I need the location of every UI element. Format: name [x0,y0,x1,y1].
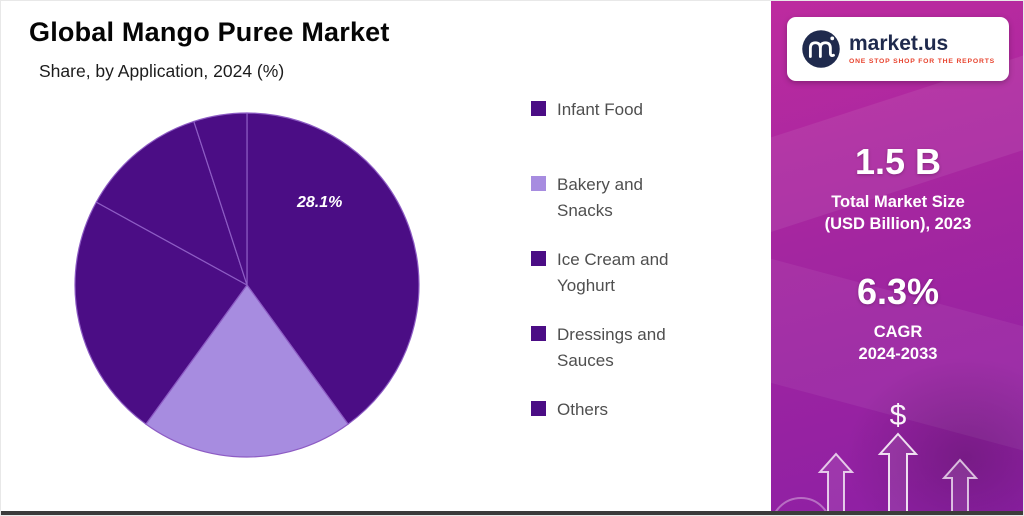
legend-swatch [531,251,546,266]
stat-cagr: 6.3% CAGR 2024-2033 [771,271,1023,366]
legend-label: Bakery and Snacks [557,175,643,220]
brand-tagline: ONE STOP SHOP FOR THE REPORTS [848,58,996,66]
pie-slice-dressings-and-sauces [95,120,248,286]
pie-slice-infant-food [246,112,420,425]
legend-swatch [531,401,546,416]
market-size-label: Total Market Size (USD Billion), 2023 [771,192,1023,236]
legend-item: Infant Food [531,97,721,172]
market-size-label-line2: (USD Billion), 2023 [824,214,972,233]
logo-text: market.us ONE STOP SHOP FOR THE REPORTS [848,31,996,66]
legend-swatch [531,326,546,341]
cagr-label-line1: CAGR [873,323,923,341]
pie-slice-others [193,112,248,286]
logo-card: market.us ONE STOP SHOP FOR THE REPORTS [787,17,1009,81]
dollar-icon: $ [889,399,907,432]
legend-swatch [531,176,546,191]
cagr-label-line2: 2024-2033 [858,344,938,363]
pie-chart [74,112,420,458]
cagr-label: CAGR 2024-2033 [771,322,1023,366]
page-title: Global Mango Puree Market [29,17,390,47]
brand-name: market.us [848,31,949,55]
legend-label: Ice Cream and Yoghurt [557,250,669,295]
marketus-logo-icon [802,30,840,68]
stat-market-size: 1.5 B Total Market Size (USD Billion), 2… [771,141,1023,236]
legend-item: Dressings and Sauces [531,322,721,397]
market-size-label-line1: Total Market Size [831,193,965,211]
bottom-border [1,511,1023,515]
pie-slice-bakery-and-snacks [145,284,349,458]
legend-item: Bakery and Snacks [531,172,721,247]
pie-slice-ice-cream-and-yoghurt [74,201,248,425]
market-size-value: 1.5 B [854,141,942,182]
cagr-value: 6.3% [856,271,940,312]
pie-data-label: 28.1% [297,194,343,211]
legend-item: Others [531,397,721,472]
panel-texture [845,357,1023,515]
chart-subtitle: Share, by Application, 2024 (%) [39,61,285,81]
legend-label: Infant Food [557,100,644,119]
chart-area: Global Mango Puree Market Share, by Appl… [1,1,771,515]
sidebar-panel: market.us ONE STOP SHOP FOR THE REPORTS … [771,1,1023,515]
legend-label: Others [557,400,609,419]
up-arrows-icon [772,432,979,515]
legend-label: Dressings and Sauces [557,325,666,370]
legend-item: Ice Cream and Yoghurt [531,247,721,322]
legend-swatch [531,101,546,116]
chart-legend: Infant Food Bakery and Snacks Ice Cream an… [531,97,721,472]
